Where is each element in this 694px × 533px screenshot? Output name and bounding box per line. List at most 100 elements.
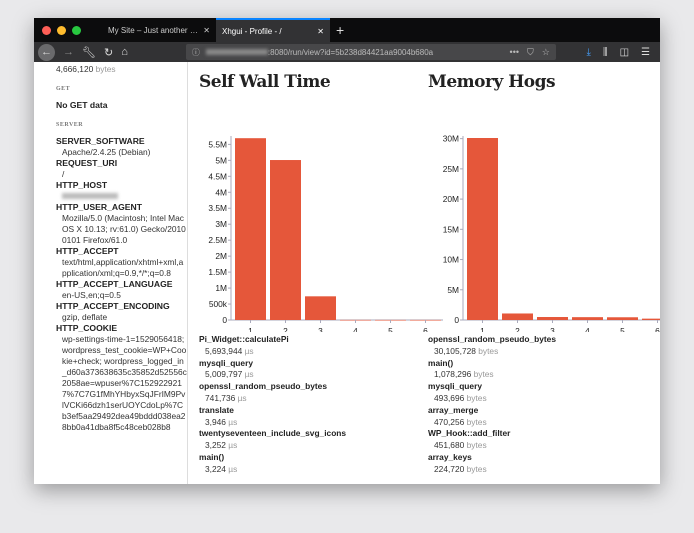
function-metric: 493,696 bytes [428,393,556,405]
y-tick-label: 1M [215,283,227,293]
x-tick-label: 2 [283,326,288,332]
server-var-value [56,191,187,202]
function-metric: 5,693,944 µs [199,346,346,358]
metric-value: 3,252 [205,440,226,451]
memory-value: 4,666,120 bytes [56,64,116,74]
y-tick-label: 15M [443,224,459,234]
close-tab-icon[interactable]: ✕ [317,26,324,36]
metric-unit: bytes [466,416,487,427]
server-var-key: HTTP_ACCEPT_ENCODING [56,301,170,311]
wrench-icon[interactable]: 🔧︎ [82,46,96,59]
y-tick-label: 10M [443,255,459,265]
get-heading: GET [56,86,71,92]
library-icon[interactable]: ⫼ [602,46,608,58]
bar [270,160,301,320]
tab-wordpress[interactable]: My Site – Just another WordPress s✕ [102,18,216,42]
metric-value: 741,736 [205,392,236,403]
minimize-window-button[interactable] [57,25,66,35]
function-name[interactable]: Pi_Widget::calculatePi [199,334,289,344]
x-tick-label: 2 [515,326,520,332]
function-name[interactable]: main() [199,451,225,462]
info-icon[interactable]: ⓘ [191,47,200,57]
metric-value: 451,680 [434,440,465,451]
server-var-value: en-US,en;q=0.5 [62,290,121,300]
bookmark-star-icon[interactable]: ☆ [541,46,550,57]
forward-button[interactable]: → [63,46,74,58]
function-name[interactable]: main() [428,357,454,368]
charts: 0 500k 1M 1.5M 2M 2.5M 3M 3.5M 4M 4.5M 5M 5.5M 1 2 3 4 5… [208,134,660,332]
function-name[interactable]: openssl_random_pseudo_bytes [199,381,327,392]
tab-xhgui[interactable]: Xhgui - Profile - / ✕ [216,18,330,42]
x-tick-label: 6 [655,326,660,332]
server-var-key: HTTP_HOST [56,180,108,190]
function-name[interactable]: mysqli_query [428,381,482,392]
metric-unit: µs [228,416,238,427]
function-metric: 1,078,296 bytes [428,369,556,381]
x-tick-label: 5 [388,326,393,332]
tab-title: My Site – Just another WordPress s [108,25,203,35]
function-metric: 3,252 µs [199,440,346,452]
metric-value: 3,224 [205,463,226,474]
y-tick-label: 2M [215,251,227,261]
metric-unit: µs [228,463,238,474]
server-var-key: SERVER_SOFTWARE [56,136,145,146]
more-icon[interactable]: ••• [509,46,519,57]
x-tick-label: 3 [318,326,323,332]
reload-button[interactable]: ↻ [103,46,114,59]
maximize-window-button[interactable] [72,25,81,35]
metric-unit: bytes [466,463,487,474]
url-bar[interactable]: ⓘ :8080/run/view?id=5b238d84421aa9004b68… [185,44,556,60]
sidebar-icon[interactable]: ◫ [619,46,630,58]
function-name[interactable]: array_merge [428,404,479,415]
server-var-key: HTTP_COOKIE [56,323,118,333]
server-var-value: / [62,169,65,179]
x-tick-label: 3 [550,326,555,332]
server-var-value: Mozilla/5.0 (Macintosh; Intel Mac OS X 1… [62,213,186,245]
menu-icon[interactable]: ☰ [641,46,650,58]
bar [607,317,638,320]
function-name[interactable]: WP_Hook::add_filter [428,428,511,439]
bar [305,296,336,320]
server-var-key: HTTP_USER_AGENT [56,202,142,212]
sidebar: 4,666,120 bytes GET No GET data SERVER S… [34,62,188,484]
close-window-button[interactable] [42,25,51,35]
url-text: :8080/run/view?id=5b238d84421aa9004b680a [267,47,434,57]
new-tab-button[interactable]: + [336,22,345,38]
nav-toolbar: ← → 🔧︎ ↻ ⌂ ⓘ :8080/run/view?id=5b238d844… [34,42,660,62]
y-tick-label: 5M [215,155,227,165]
metric-unit: µs [228,440,238,451]
function-metric: 470,256 bytes [428,417,556,429]
x-tick-label: 6 [423,326,428,332]
function-name[interactable]: twentyseventeen_include_svg_icons [199,428,347,439]
function-name[interactable]: mysqli_query [199,357,253,368]
home-button[interactable]: ⌂ [121,46,128,58]
main-content: Self Wall Time Memory Hogs 0 500k 1M 1.5M 2M… [188,62,660,484]
y-tick-label: 5M [447,285,459,295]
server-var-value: wp-settings-time-1=1529056418; wordpress… [62,334,187,432]
close-tab-icon[interactable]: ✕ [203,25,210,35]
back-button[interactable]: ← [38,43,55,61]
bar [502,313,533,320]
y-tick-label: 2.5M [208,235,227,245]
x-tick-label: 4 [585,326,590,332]
y-tick-label: 30M [443,134,459,144]
function-name[interactable]: translate [199,404,234,415]
function-metric: 30,105,728 bytes [428,346,556,358]
server-heading: SERVER [56,122,84,128]
metric-value: 3,946 [205,416,226,427]
blurred-host [62,193,118,199]
bar [467,138,498,320]
tab-title: Xhgui - Profile - / [222,26,282,36]
function-metric: 741,736 µs [199,393,346,405]
y-tick-label: 4M [215,187,227,197]
metric-value: 493,696 [434,392,465,403]
function-name[interactable]: array_keys [428,451,472,462]
pocket-icon[interactable]: ⛉ [527,46,534,57]
chart-title-memory: Memory Hogs [428,72,556,92]
metric-value: 1,078,296 [434,369,472,380]
function-name[interactable]: openssl_random_pseudo_bytes [428,334,556,344]
download-icon[interactable]: ⤓ [586,46,591,58]
y-tick-label: 20M [443,194,459,204]
y-tick-label: 3M [215,219,227,229]
